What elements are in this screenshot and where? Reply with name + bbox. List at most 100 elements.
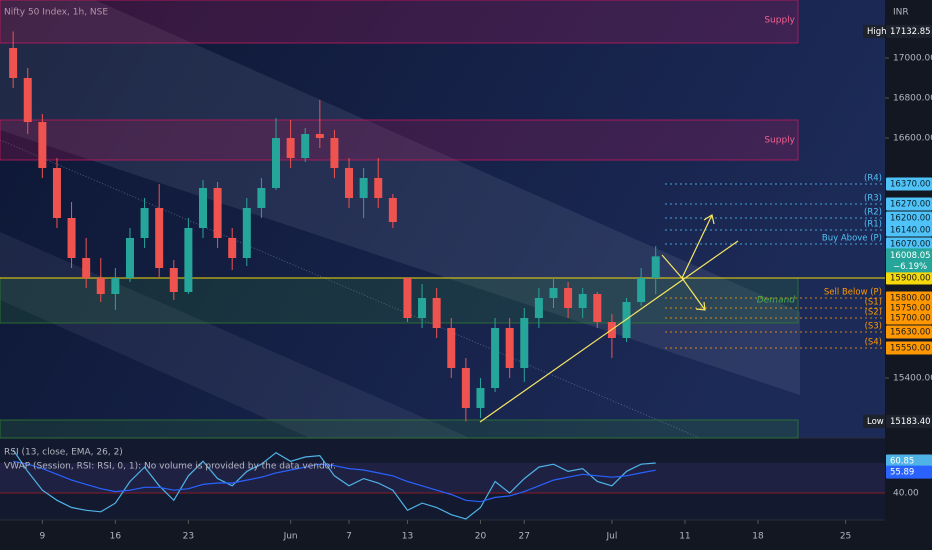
pivot-price-text: 15800.00: [890, 294, 931, 304]
candle-body: [520, 318, 529, 368]
arrow-down: [681, 277, 706, 311]
zone: [0, 119, 799, 161]
y-tick-label: 16600.00: [893, 134, 932, 144]
extreme-text: 17132.85: [890, 27, 931, 37]
rsi-title: RSI (13, close, EMA, 26, 2): [4, 448, 123, 458]
x-tick-label: 25: [840, 532, 851, 542]
pivot-price-text: 16270.00: [890, 200, 931, 210]
candle-body: [505, 328, 514, 368]
x-tick-label: Jul: [605, 532, 617, 542]
candle-body: [330, 138, 339, 168]
x-tick-label: 13: [402, 532, 413, 542]
pivot-label: (S1): [865, 298, 882, 308]
pivot-price-box: [886, 237, 932, 251]
zone: [0, 419, 799, 439]
candle-body: [447, 328, 456, 368]
zone: [0, 0, 799, 44]
candle-body: [140, 208, 149, 238]
rsi-background: [0, 438, 885, 520]
pivot-label: (S4): [865, 338, 882, 348]
candle-body: [549, 288, 558, 298]
rsi-tick-label: 40.00: [893, 489, 919, 499]
candle-body: [622, 302, 631, 338]
candle-body: [111, 278, 120, 294]
pivot-label: (R2): [864, 208, 882, 218]
candle-body: [272, 138, 281, 188]
candle-body: [242, 208, 251, 258]
pivot-price-text: 15750.00: [890, 304, 931, 314]
x-tick-label: 16: [110, 532, 122, 542]
candle-body: [52, 168, 61, 218]
candle-body: [198, 188, 207, 228]
candle-body: [476, 388, 485, 408]
candle-body: [418, 298, 427, 318]
candle-body: [301, 134, 310, 158]
x-tick-label: 27: [519, 532, 530, 542]
key-level-box: [886, 271, 932, 285]
candle-body: [169, 268, 178, 292]
zone-label: Demand: [757, 296, 795, 306]
pivot-label: Buy Above (P): [822, 234, 882, 244]
candle-body: [155, 208, 164, 268]
pivot-price-box: [886, 211, 932, 225]
pivot-label: (R1): [864, 220, 882, 230]
pivot-price-box: [886, 197, 932, 211]
currency: INR: [893, 8, 909, 18]
pivot-price-text: 16370.00: [890, 180, 931, 190]
pivot-price-box: [886, 325, 932, 339]
pivot-label: (R3): [864, 194, 882, 204]
pivot-price-box: [886, 223, 932, 237]
rsi-last-text: 55.89: [890, 468, 914, 478]
candle-body: [637, 278, 646, 302]
candle-body: [82, 258, 91, 278]
pivot-price-box: [886, 341, 932, 355]
candle-body: [228, 238, 237, 258]
candle-body: [315, 134, 324, 138]
extreme-box: [886, 414, 932, 428]
pivot-price-text: 16200.00: [890, 214, 931, 224]
candle-body: [461, 368, 470, 408]
x-tick-label: 18: [752, 532, 764, 542]
x-tick-label: 23: [183, 532, 194, 542]
candle-body: [491, 328, 500, 388]
last-price: 16008.05: [890, 251, 931, 261]
extreme-tag: [863, 24, 885, 38]
channel-midline: [0, 139, 701, 439]
candle-body: [286, 138, 295, 158]
y-tick-label: 17000.00: [893, 54, 932, 64]
candle-body: [534, 298, 543, 318]
x-tick-label: 20: [475, 532, 487, 542]
arrow-down-head: [695, 301, 706, 311]
rsi-note: VWAP (Session, RSI: RSI, 0, 1): No volum…: [4, 462, 336, 472]
chart-title: Nifty 50 Index, 1h, NSE: [4, 8, 108, 18]
last-change: −6.19%: [893, 262, 927, 272]
extreme-tag: [863, 414, 885, 428]
pivot-price-text: 16070.00: [890, 240, 931, 250]
candle-body: [213, 188, 222, 238]
y-tick-label: 15400.00: [893, 374, 932, 384]
candle-body: [125, 238, 134, 278]
candle-body: [9, 48, 18, 78]
candle-body: [593, 294, 602, 322]
candle-body: [388, 198, 397, 222]
pivot-label: Sell Below (P): [824, 288, 882, 298]
zone: [0, 277, 799, 324]
candle-body: [257, 188, 266, 208]
candle-body: [432, 298, 441, 328]
candle-body: [184, 228, 193, 292]
zone-label: Supply: [764, 16, 795, 26]
candle-body: [359, 178, 368, 198]
candle-body: [403, 278, 412, 318]
x-tick-label: 9: [39, 532, 45, 542]
pivot-label: (S2): [865, 308, 882, 318]
extreme-text: 15183.40: [890, 417, 931, 427]
zone-label: Supply: [764, 136, 795, 146]
x-tick-label: 11: [679, 532, 690, 542]
candle-body: [651, 256, 660, 278]
pivot-label: (S3): [865, 322, 882, 332]
extreme-name: Low: [867, 417, 884, 427]
y-tick-label: 16800.00: [893, 94, 932, 104]
pivot-price-text: 15550.00: [890, 344, 931, 354]
pivot-price-text: 15630.00: [890, 328, 931, 338]
pivot-price-box: [886, 311, 932, 325]
